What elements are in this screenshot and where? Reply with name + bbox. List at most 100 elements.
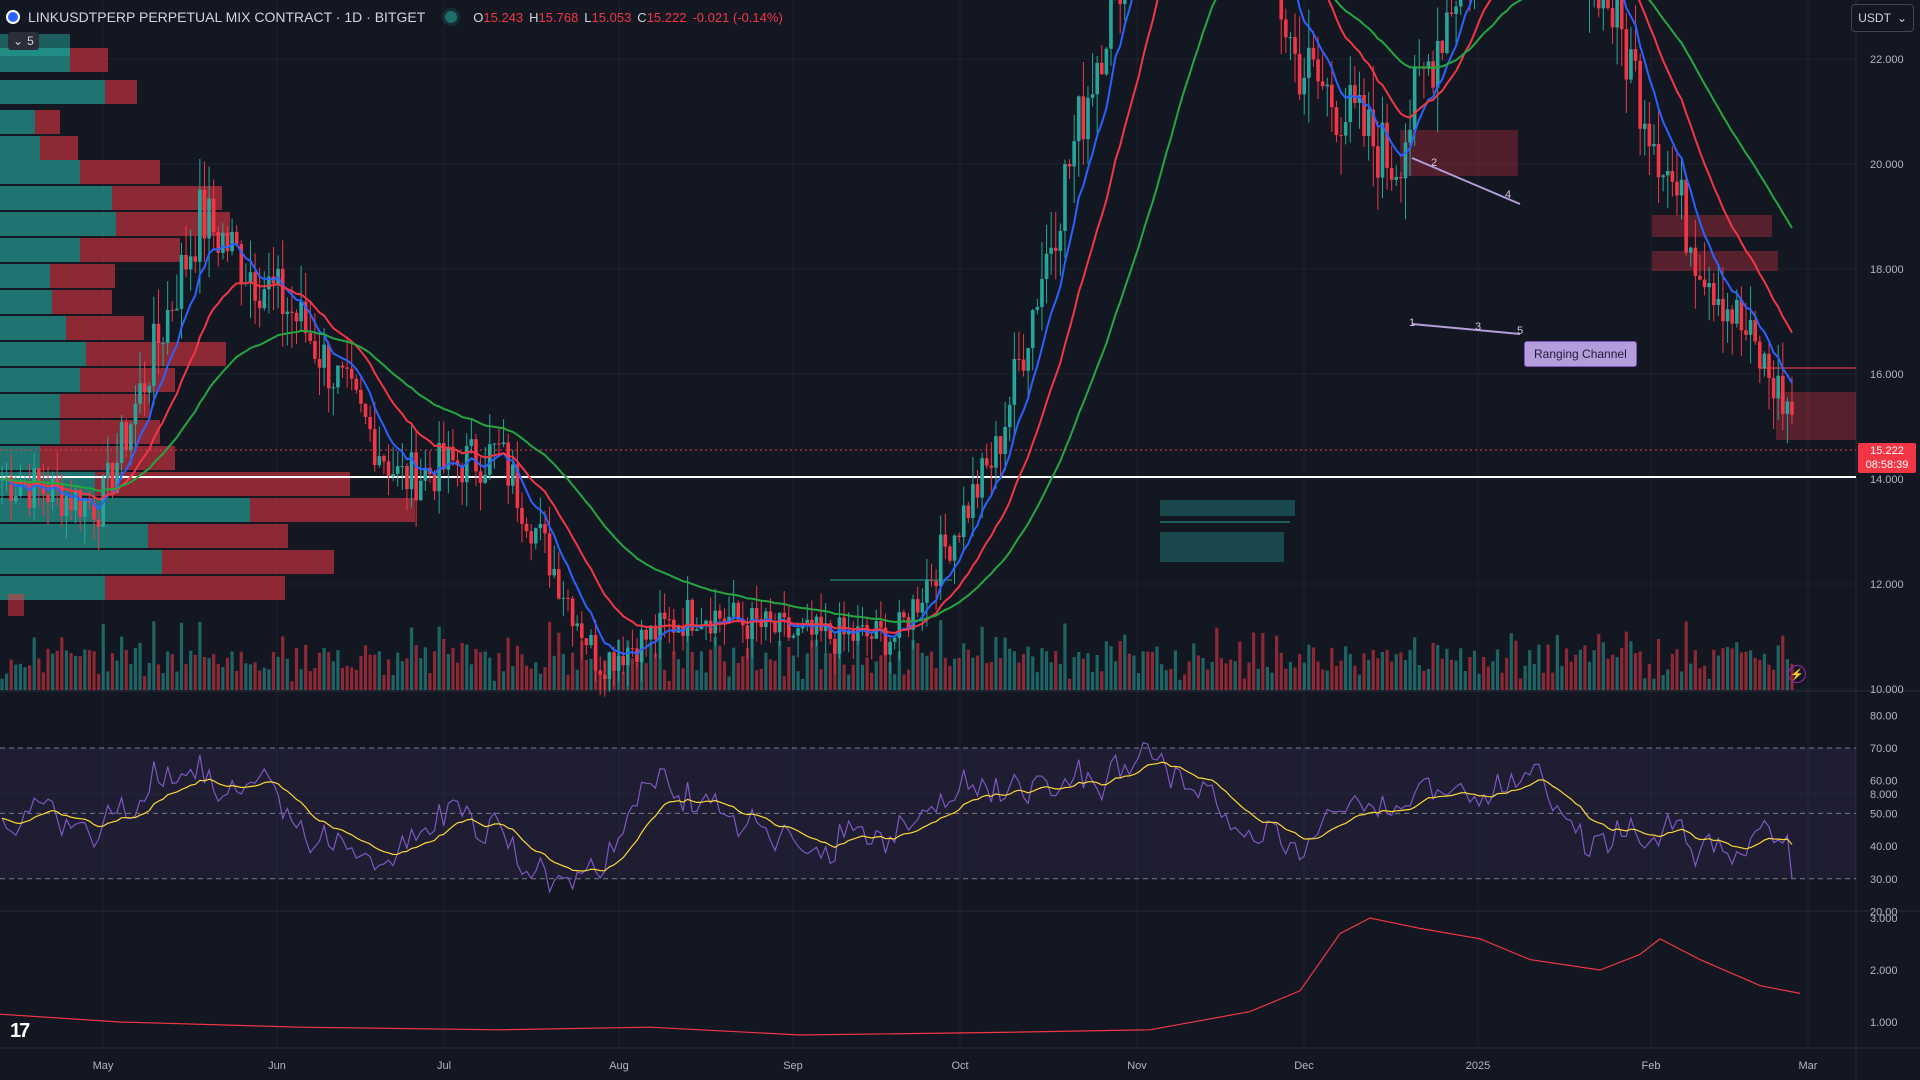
candle-body: [1790, 401, 1794, 415]
volume-bar: [244, 663, 248, 690]
volume-bar: [755, 670, 759, 690]
volume-bar: [736, 663, 740, 690]
wave-label: 1: [1409, 317, 1415, 329]
tradingview-logo-icon[interactable]: 17: [10, 1020, 30, 1042]
volume-bar: [1413, 637, 1417, 690]
candle-body: [842, 617, 846, 635]
rsi-axis-label: 80.00: [1870, 710, 1898, 722]
candle-body: [616, 656, 621, 671]
volume-bar: [1564, 648, 1569, 690]
candle-body: [1707, 282, 1711, 288]
volume-profile-sell: [116, 212, 230, 236]
candle-body: [1021, 359, 1026, 371]
candle-body: [129, 424, 133, 451]
candle-body: [998, 436, 1003, 455]
volume-bar: [1767, 664, 1771, 690]
candle-body: [340, 365, 345, 368]
candle-body: [1739, 299, 1744, 331]
candle-body: [487, 444, 492, 475]
candle-body: [1656, 143, 1661, 178]
candle-body: [446, 446, 451, 470]
currency-unit-select[interactable]: USDT ⌄: [1851, 4, 1914, 32]
volume-bar: [741, 656, 745, 690]
volume-bar: [745, 647, 750, 690]
volume-bar: [1459, 648, 1463, 690]
demand-zone: [1160, 500, 1295, 516]
volume-bar: [1555, 635, 1559, 690]
candle-body: [506, 442, 510, 486]
candle-body: [414, 452, 418, 501]
volume-bar: [1215, 627, 1219, 690]
candle-body: [382, 456, 386, 462]
volume-bar: [87, 650, 92, 690]
volume-bar: [814, 639, 819, 690]
lightning-icon[interactable]: ⚡: [1788, 665, 1806, 683]
candle-body: [722, 618, 727, 623]
volume-bar: [1560, 665, 1564, 690]
volume-bar: [920, 652, 924, 690]
volume-bar: [1656, 638, 1661, 690]
volume-bar: [879, 655, 883, 690]
symbol-title[interactable]: LINKUSDTPERP PERPETUAL MIX CONTRACT · 1D…: [28, 9, 426, 25]
volume-bar: [824, 652, 828, 690]
candle-body: [41, 484, 46, 495]
volume-bar: [787, 647, 791, 690]
volume-bar: [1100, 671, 1104, 690]
volume-bar: [1771, 669, 1776, 690]
candle-body: [478, 471, 483, 483]
volume-bar: [276, 656, 280, 690]
volume-bar: [529, 668, 533, 690]
volume-bar: [1610, 654, 1615, 690]
volume-bar: [980, 626, 984, 690]
candle-body: [211, 198, 216, 233]
candle-body: [1730, 309, 1734, 324]
candle-body: [869, 636, 874, 639]
candle-body: [290, 311, 294, 313]
candle-body: [368, 416, 372, 430]
volume-bar: [810, 640, 814, 690]
volume-bar: [345, 665, 349, 690]
volume-bar: [893, 674, 897, 690]
candle-body: [1030, 309, 1035, 349]
volume-bar: [1298, 654, 1302, 690]
candle-body: [37, 468, 41, 485]
indicators-collapse-button[interactable]: ⌄ 5: [8, 32, 39, 50]
volume-bar: [189, 650, 193, 690]
volume-bar: [1275, 635, 1279, 690]
candle-body: [1122, 0, 1127, 5]
candle-body: [363, 403, 368, 417]
volume-bar: [501, 671, 506, 690]
volume-bar: [18, 663, 23, 690]
volume-bar: [1518, 678, 1523, 690]
volume-bar: [791, 655, 796, 690]
volume-bar: [870, 672, 874, 690]
volume-bar: [865, 657, 869, 690]
candle-body: [395, 466, 400, 475]
volume-bar: [1348, 654, 1352, 690]
volume-bar: [704, 672, 708, 690]
volume-bar: [1325, 670, 1329, 690]
volume-bar: [428, 673, 432, 690]
candle-body: [552, 569, 556, 576]
candle-body: [888, 641, 892, 655]
candle-body: [1376, 146, 1380, 178]
volume-bar: [304, 644, 308, 690]
volume-bar: [1371, 650, 1375, 690]
volume-bar: [382, 674, 386, 690]
volume-bar: [1330, 647, 1334, 690]
candle-body: [515, 464, 520, 508]
volume-bar: [405, 658, 409, 690]
volume-profile-buy: [0, 290, 52, 314]
price-axis-label: 22.000: [1870, 54, 1904, 66]
ranging-channel-label[interactable]: Ranging Channel: [1524, 341, 1637, 367]
candle-body: [331, 387, 336, 389]
volume-bar: [644, 663, 648, 690]
volume-bar: [60, 637, 64, 690]
volume-bar: [1169, 668, 1173, 690]
volume-bar: [658, 632, 662, 690]
candle-body: [345, 367, 349, 369]
candle-body: [1767, 353, 1771, 378]
market-status-icon[interactable]: [445, 11, 458, 23]
volume-bar: [1242, 678, 1247, 690]
